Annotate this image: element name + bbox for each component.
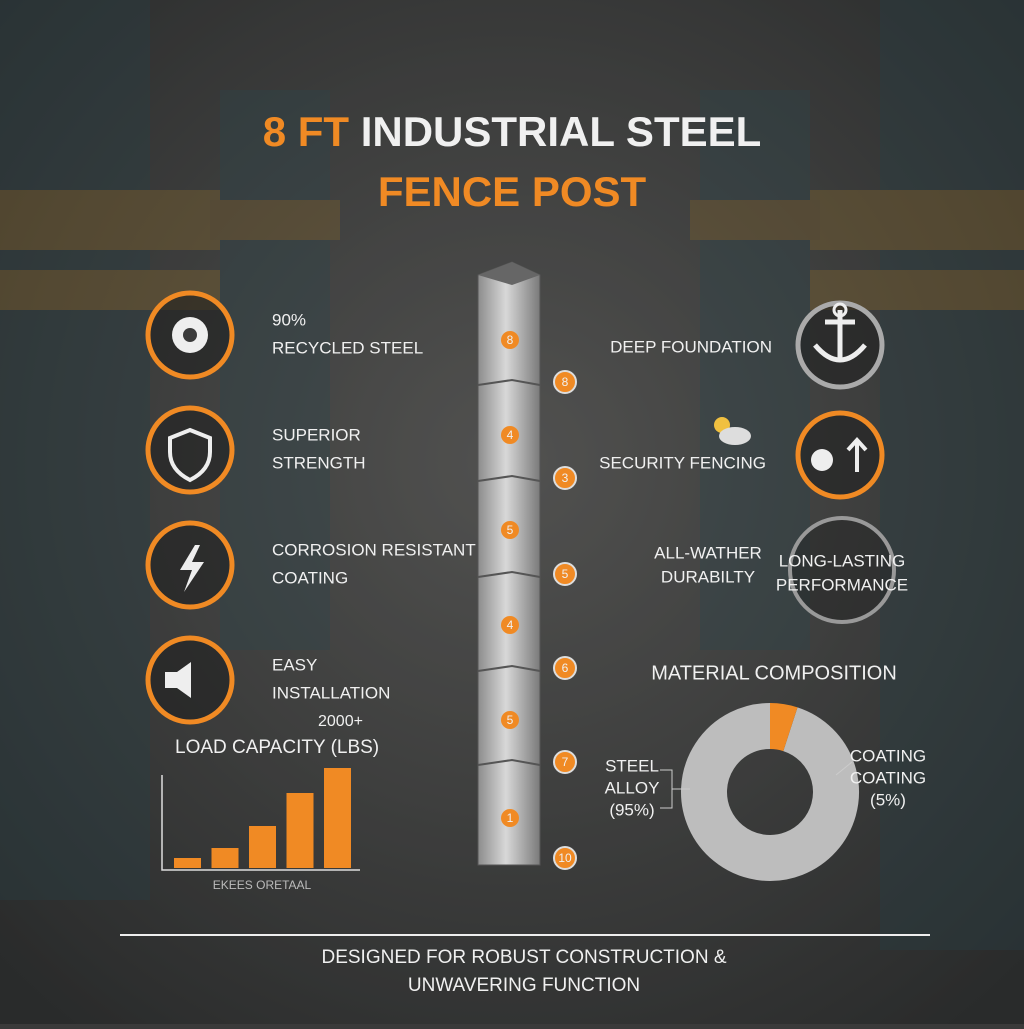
post-joint xyxy=(477,378,541,386)
label-line: CORROSION RESISTANT xyxy=(272,540,476,559)
bar xyxy=(211,848,239,868)
bar xyxy=(286,793,314,868)
segment-label: 5 xyxy=(507,523,514,537)
icon-ring xyxy=(795,410,885,500)
bracket xyxy=(660,769,690,809)
marker xyxy=(553,466,577,490)
marker xyxy=(553,846,577,870)
title-line: FENCE POST xyxy=(378,168,647,215)
segment-label: 1 xyxy=(507,811,514,825)
bar xyxy=(249,826,276,868)
segment-label: 4 xyxy=(507,428,514,442)
axis xyxy=(161,775,360,871)
segment-label: 4 xyxy=(507,618,514,632)
label-line: LONG-LASTING xyxy=(779,551,906,570)
chart-caption: EKEES ORETAAL xyxy=(213,878,312,892)
label-line: EASY xyxy=(272,655,317,674)
post xyxy=(477,261,541,866)
label-line: RECYCLED STEEL xyxy=(272,338,423,357)
icons xyxy=(165,302,868,698)
title: 8 FT INDUSTRIAL STEEL xyxy=(263,108,762,155)
label-line: PERFORMANCE xyxy=(776,575,908,594)
feature-label: SECURITY FENCING xyxy=(599,453,766,472)
post-joint xyxy=(477,758,541,766)
bar xyxy=(324,768,351,868)
segment-dot xyxy=(501,809,519,827)
label-line: ALL-WATHER xyxy=(654,543,762,562)
chart-title: MATERIAL COMPOSITION xyxy=(651,662,897,684)
label-line: DESIGNED FOR ROBUST CONSTRUCTION & xyxy=(321,947,726,968)
marker-label: 7 xyxy=(562,755,569,769)
segment-label: 5 xyxy=(507,713,514,727)
segment-dot xyxy=(501,521,519,539)
badge-ring xyxy=(788,516,896,624)
segment-dot xyxy=(501,616,519,634)
label-line: DURABILTY xyxy=(661,567,755,586)
segment-dot xyxy=(501,331,519,349)
label-line: SUPERIOR xyxy=(272,425,361,444)
bar xyxy=(174,858,201,868)
title-main: INDUSTRIAL STEEL xyxy=(361,108,762,155)
marker xyxy=(553,750,577,774)
value-label: 2000+ xyxy=(318,713,363,730)
title-highlight: 8 FT xyxy=(263,108,350,155)
icon-ring xyxy=(145,405,235,495)
marker-label: 10 xyxy=(558,851,572,865)
leader xyxy=(835,761,853,776)
post-joint xyxy=(477,570,541,578)
marker xyxy=(553,562,577,586)
label-line: COATING xyxy=(850,768,926,787)
label-line: COATING xyxy=(850,746,926,765)
label-line: COATING xyxy=(272,568,348,587)
label-line: INSTALLATION xyxy=(272,683,390,702)
label-line: 90% xyxy=(272,310,306,329)
label-line: STRENGTH xyxy=(272,453,366,472)
marker-label: 3 xyxy=(562,471,569,485)
chart-title: LOAD CAPACITY (LBS) xyxy=(175,737,379,758)
label-line: ALLOY xyxy=(605,778,660,797)
segment-dot xyxy=(501,426,519,444)
label-line: STEEL xyxy=(605,756,659,775)
marker xyxy=(553,370,577,394)
marker-label: 8 xyxy=(562,375,569,389)
label-line: UNWAVERING FUNCTION xyxy=(408,975,640,996)
label-line: (5%) xyxy=(870,790,906,809)
segment-dot xyxy=(501,711,519,729)
donut-segment xyxy=(681,703,859,881)
post-joint xyxy=(477,664,541,672)
donut-segment xyxy=(769,703,798,752)
marker xyxy=(553,656,577,680)
post-joint xyxy=(477,474,541,482)
segment-label: 8 xyxy=(507,333,514,347)
feature-label: DEEP FOUNDATION xyxy=(610,337,772,356)
marker-label: 6 xyxy=(562,661,569,675)
label-line: (95%) xyxy=(609,800,654,819)
marker-label: 5 xyxy=(562,567,569,581)
